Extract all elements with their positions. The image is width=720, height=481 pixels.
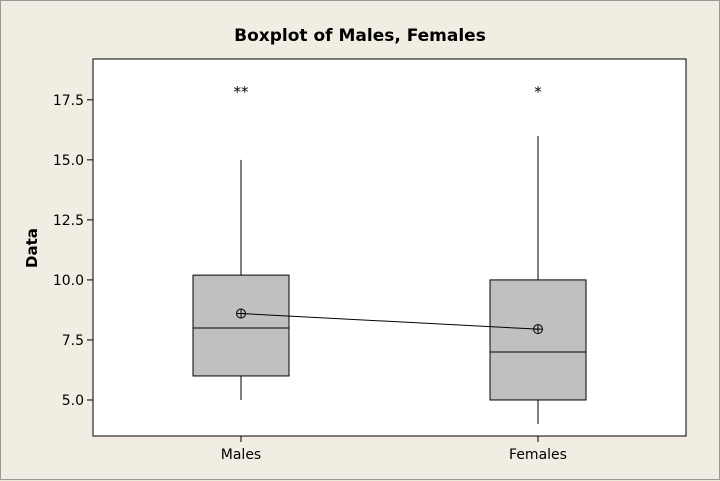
boxes-group: ** * xyxy=(192,83,587,424)
y-tick-label: 15.0 xyxy=(53,153,84,169)
mean-symbol xyxy=(533,324,543,335)
outlier-marker: ** xyxy=(234,83,250,101)
y-tick-label: 12.5 xyxy=(53,213,84,229)
plot-area xyxy=(92,58,687,437)
y-tick-label: 17.5 xyxy=(53,93,84,109)
mean-layer xyxy=(236,308,543,335)
x-tick-label: Males xyxy=(221,447,261,463)
mean-symbol xyxy=(236,308,246,319)
chart-title: Boxplot of Males, Females xyxy=(234,26,486,46)
box-females: * xyxy=(489,83,587,424)
outlier-marker: * xyxy=(534,83,542,101)
y-tick-label: 10.0 xyxy=(53,273,84,289)
y-tick-label: 5.0 xyxy=(62,393,84,409)
box-males: ** xyxy=(192,83,290,400)
y-axis: 5.0 7.5 10.0 12.5 15.0 17.5 xyxy=(53,93,93,409)
iqr-box xyxy=(192,274,290,377)
iqr-box xyxy=(489,279,587,401)
x-axis: Males Females xyxy=(221,436,567,463)
y-axis-label: Data xyxy=(23,228,41,268)
mean-connect-line xyxy=(240,313,539,330)
y-tick-label: 7.5 xyxy=(62,333,84,349)
x-tick-label: Females xyxy=(509,447,567,463)
